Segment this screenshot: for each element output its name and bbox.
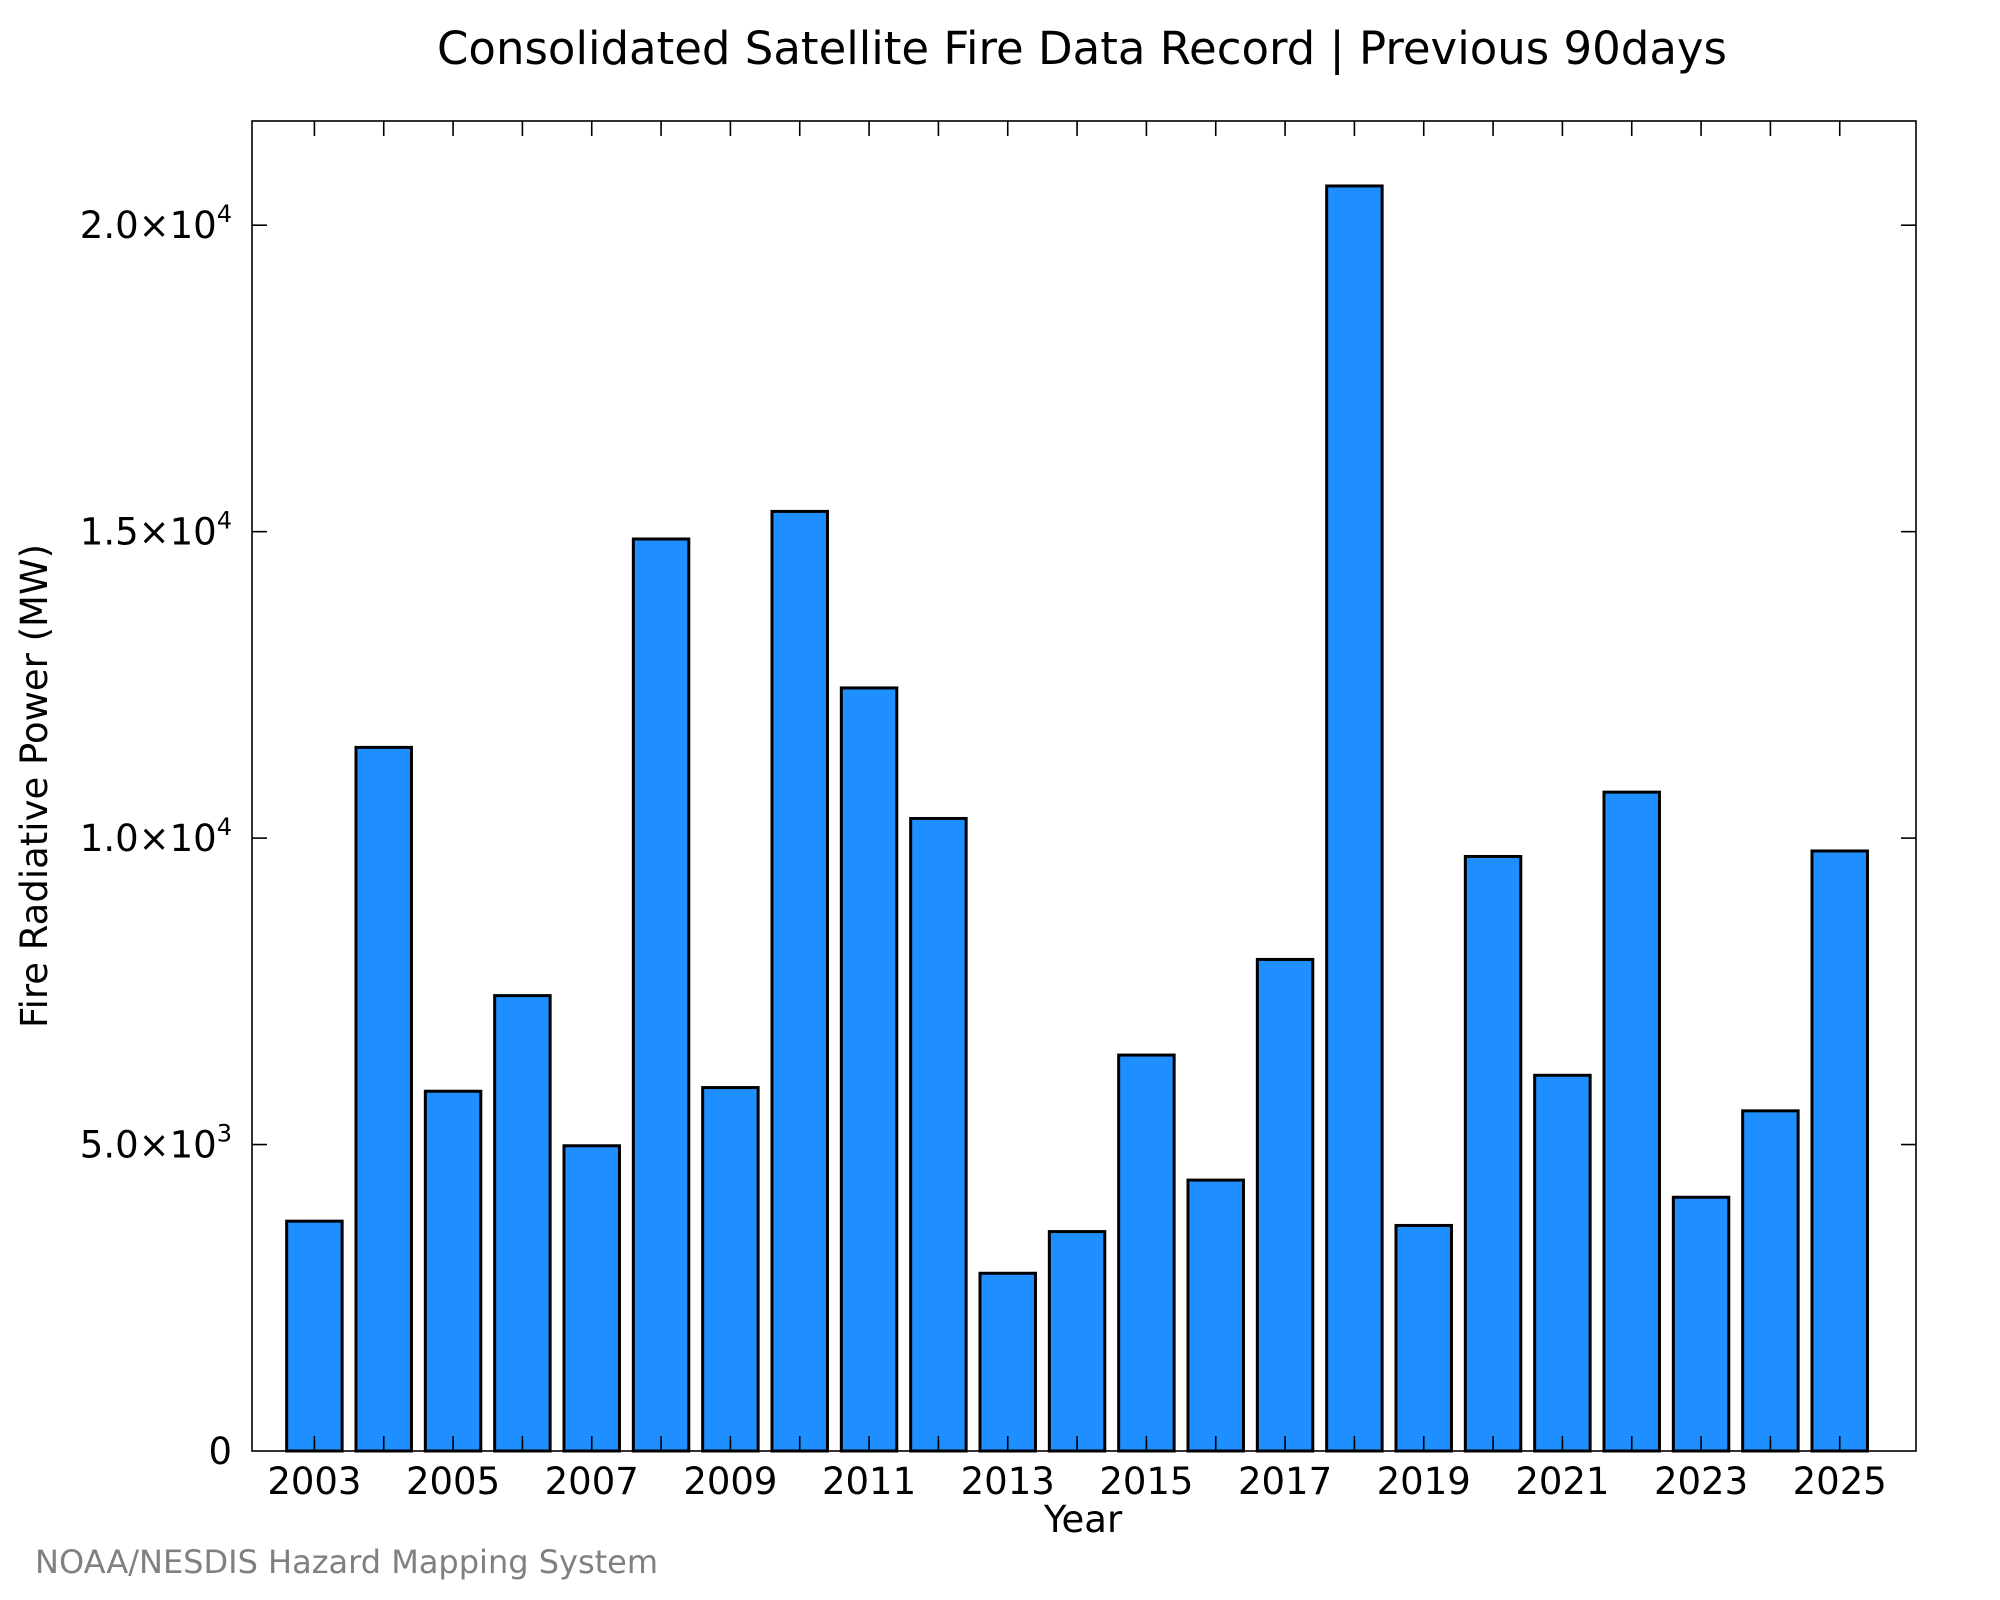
y-tick-label: 0 <box>208 1430 232 1473</box>
bar-2024 <box>1741 1109 1800 1453</box>
y-ticks-group: 0 5.0×103 1.0×104 1.5×104 2.0×104 <box>80 200 1916 1473</box>
bar-2016 <box>1186 1178 1245 1453</box>
bar-2020 <box>1463 854 1523 1453</box>
x-tick-label: 2017 <box>1238 1460 1332 1503</box>
credit-text: NOAA/NESDIS Hazard Mapping System <box>35 1543 658 1581</box>
x-tick-label: 2019 <box>1377 1460 1471 1503</box>
bar-2017 <box>1255 957 1315 1453</box>
x-tick-label: 2005 <box>406 1460 500 1503</box>
plot-frame <box>251 120 1917 1452</box>
chart-title: Consolidated Satellite Fire Data Record … <box>437 22 1727 75</box>
x-tick-label: 2007 <box>545 1460 639 1503</box>
bar-2006 <box>493 994 552 1453</box>
x-tick-label: 2011 <box>822 1460 916 1503</box>
x-ticks-group: 2003 2005 2007 2009 2011 2013 2015 2017 2019 2021… <box>267 121 1887 1503</box>
x-tick-label: 2023 <box>1654 1460 1748 1503</box>
bar-2013 <box>978 1271 1037 1453</box>
bar-2008 <box>631 537 691 1453</box>
x-tick-label: 2013 <box>961 1460 1055 1503</box>
bar-2014 <box>1047 1230 1107 1453</box>
bar-2009 <box>701 1086 760 1453</box>
bars-group <box>285 184 1869 1453</box>
bar-2025 <box>1810 849 1869 1453</box>
x-tick-label: 2021 <box>1515 1460 1609 1503</box>
x-tick-label: 2009 <box>683 1460 777 1503</box>
bar-2005 <box>423 1089 483 1453</box>
y-axis-label: Fire Radiative Power (MW) <box>13 544 56 1028</box>
bar-2004 <box>354 745 413 1453</box>
bar-2007 <box>562 1144 621 1453</box>
y-tick-label: 5.0×103 <box>80 1120 232 1167</box>
y-tick-label: 1.0×104 <box>80 813 232 860</box>
bar-2010 <box>770 509 829 1453</box>
bar-2022 <box>1602 790 1661 1453</box>
bar-2023 <box>1671 1195 1731 1453</box>
x-tick-label: 2015 <box>1099 1460 1193 1503</box>
bar-2011 <box>839 686 899 1453</box>
y-tick-label: 1.5×104 <box>80 507 232 554</box>
bar-2012 <box>909 816 968 1453</box>
x-tick-label: 2003 <box>267 1460 361 1503</box>
bar-2015 <box>1117 1053 1176 1453</box>
y-tick-label: 2.0×104 <box>80 200 232 247</box>
bar-2019 <box>1394 1223 1453 1453</box>
x-axis-label: Year <box>1043 1498 1123 1541</box>
bar-2021 <box>1533 1073 1592 1453</box>
bar-2018 <box>1325 184 1384 1453</box>
x-tick-label: 2025 <box>1793 1460 1887 1503</box>
bar-2003 <box>285 1219 344 1453</box>
